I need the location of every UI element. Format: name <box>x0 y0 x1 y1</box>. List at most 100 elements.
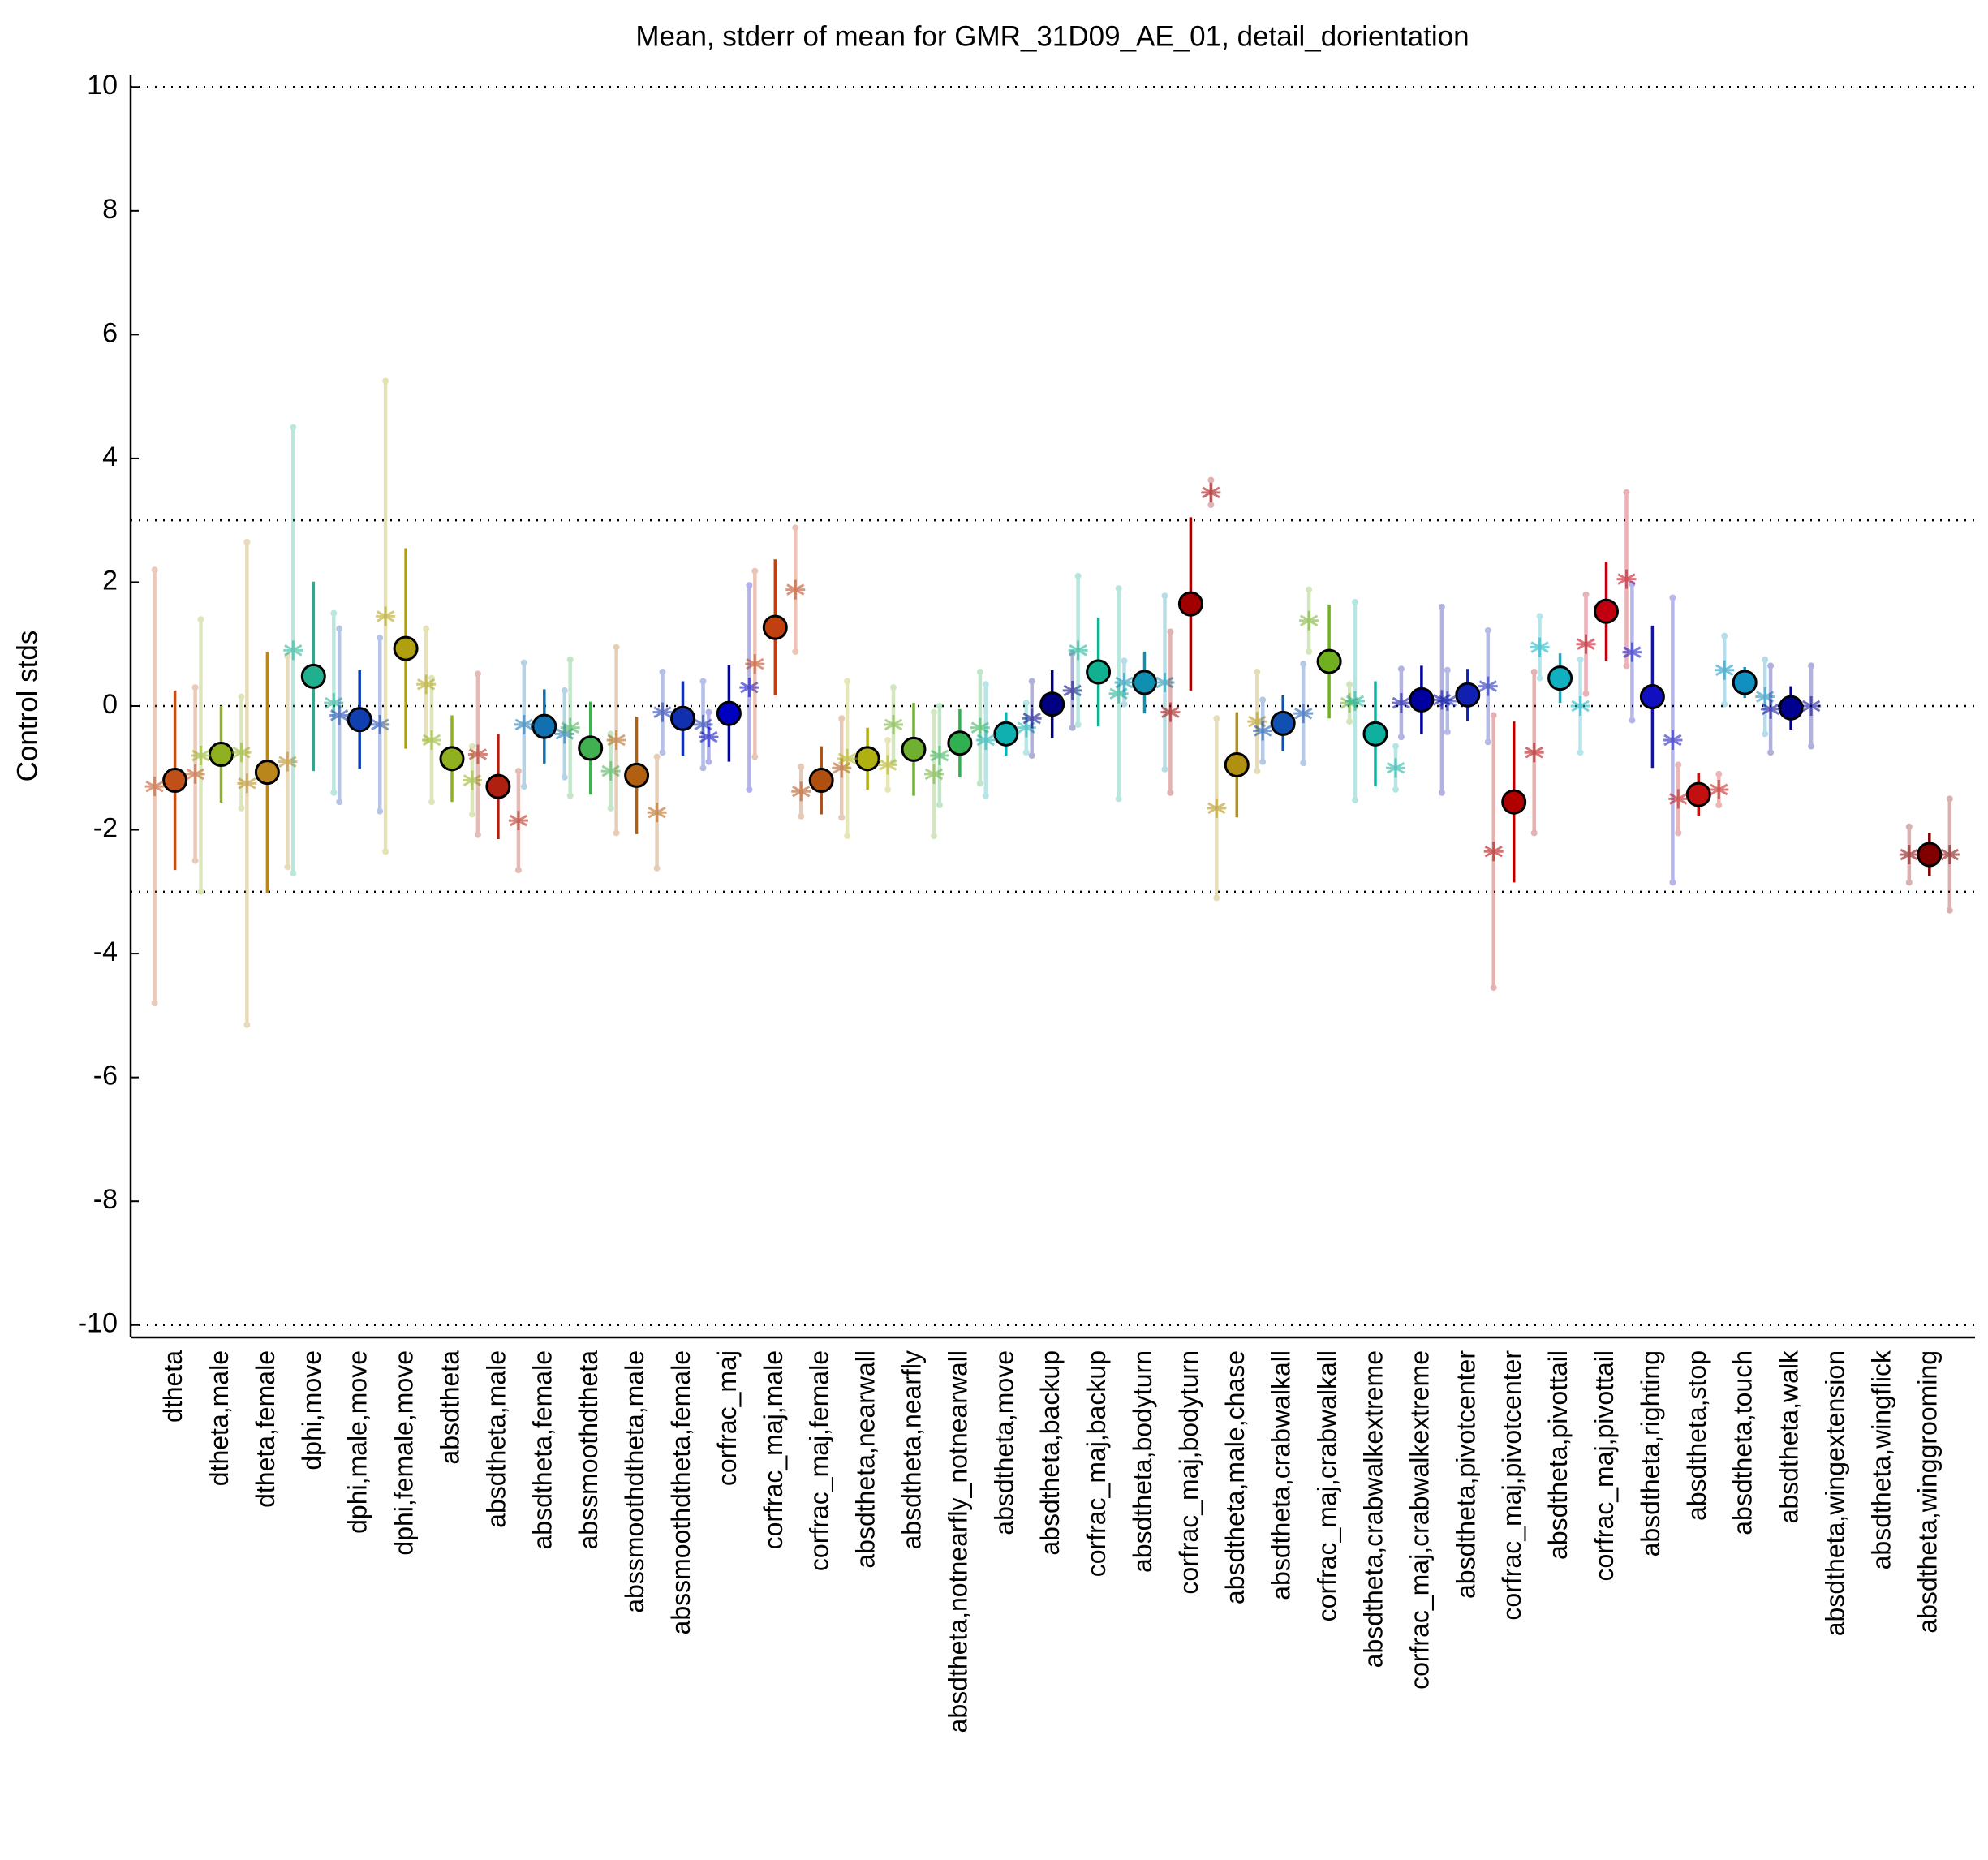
mean-marker <box>162 768 188 794</box>
faint-bar-end <box>1121 657 1128 665</box>
faint-bar-end <box>1346 681 1353 688</box>
faint-bar-end <box>1629 580 1636 588</box>
faint-bar-end <box>1438 789 1445 796</box>
mean-marker <box>578 735 604 761</box>
asterisk <box>329 705 350 725</box>
faint-bar-end <box>336 799 343 806</box>
mean-marker <box>1224 751 1250 777</box>
faint-bar-end <box>746 582 753 589</box>
asterisk <box>837 748 858 769</box>
mean-marker <box>1639 684 1665 710</box>
faint-bar-end <box>1715 770 1723 777</box>
asterisk <box>1345 691 1365 711</box>
mean-marker <box>624 762 650 788</box>
asterisk <box>1530 637 1550 657</box>
asterisk <box>1709 779 1729 799</box>
mean-marker <box>1917 842 1943 868</box>
x-tick-label: dphi,male,move <box>343 1350 372 1534</box>
faint-bar-end <box>1254 768 1261 775</box>
faint-bar-end <box>699 764 707 772</box>
faint-bar-end <box>1721 632 1728 639</box>
asterisk <box>652 702 673 722</box>
mean-marker <box>1132 670 1157 695</box>
faint-bar-end <box>838 814 846 821</box>
faint-bar-end <box>1028 678 1035 685</box>
x-tick-label: abssmoothdtheta <box>574 1350 603 1550</box>
asterisk <box>975 730 996 750</box>
asterisk <box>1437 691 1457 711</box>
faint-bar-end <box>1167 789 1174 796</box>
faint-bar-end <box>382 377 389 385</box>
faint-bar-end <box>1397 665 1405 673</box>
x-tick-label: absdtheta,male <box>481 1350 510 1528</box>
faint-bar-end <box>520 783 527 790</box>
faint-bar-end <box>1346 718 1353 725</box>
faint-bar-end <box>607 804 614 812</box>
mean-marker <box>439 746 465 772</box>
faint-bar-end <box>1808 662 1815 670</box>
asterisk <box>463 770 482 790</box>
asterisk <box>600 761 621 781</box>
faint-bar-end <box>1213 894 1220 902</box>
faint-bar-end <box>1161 592 1168 600</box>
faint-bar-end <box>290 424 297 431</box>
faint-bar-end <box>191 684 199 691</box>
asterisk <box>1391 693 1411 713</box>
faint-bar-end <box>566 792 574 799</box>
mean-marker <box>901 736 927 762</box>
asterisk <box>560 717 580 738</box>
faint-bar-end <box>1306 586 1313 593</box>
asterisk <box>1715 660 1735 680</box>
mean-marker <box>209 741 234 767</box>
mean-marker <box>1547 665 1573 691</box>
faint-bar-end <box>890 684 897 691</box>
x-tick-label: corfrac_maj,backup <box>1082 1350 1111 1577</box>
mean-marker <box>808 768 834 794</box>
asterisk <box>283 640 303 661</box>
x-tick-label: absdtheta,nearwall <box>851 1350 880 1569</box>
faint-bar-end <box>751 567 759 575</box>
mean-marker <box>993 721 1019 747</box>
faint-bar-end <box>659 749 666 756</box>
mean-marker <box>716 700 742 726</box>
faint-bar-end <box>1669 879 1676 886</box>
asterisk <box>237 773 257 794</box>
x-tick-label: absdtheta,notnearfly_notnearwall <box>943 1350 972 1733</box>
faint-bar-end <box>931 833 937 840</box>
x-tick-label: dtheta,female <box>251 1350 280 1508</box>
faint-bar-end <box>838 715 846 722</box>
mean-marker <box>1270 710 1296 736</box>
faint-bar-end <box>1577 749 1584 756</box>
x-tick-label: corfrac_maj,bodyturn <box>1174 1350 1203 1595</box>
faint-bar-end <box>976 669 983 676</box>
asterisk <box>370 714 390 734</box>
mean-marker <box>1362 721 1388 747</box>
asterisk <box>1062 680 1082 700</box>
asterisk <box>467 744 488 764</box>
y-tick-label: 0 <box>102 689 118 720</box>
asterisk <box>884 714 903 734</box>
asterisk <box>1155 673 1175 693</box>
faint-bar-end <box>1905 823 1913 830</box>
asterisk <box>1576 634 1596 654</box>
faint-bar-end <box>377 635 384 642</box>
x-tick-label: absdtheta,male,chase <box>1220 1350 1250 1604</box>
asterisk <box>514 714 534 734</box>
faint-bar-end <box>936 802 943 809</box>
faint-bar-end <box>1352 796 1358 803</box>
mean-marker <box>854 746 880 772</box>
asterisk <box>1201 482 1221 502</box>
faint-bar-end <box>1767 662 1775 670</box>
mean-marker <box>1316 648 1342 674</box>
y-tick-label: 8 <box>102 194 118 225</box>
asterisk <box>1114 673 1134 693</box>
faint-bar-end <box>976 780 983 787</box>
faint-bar-end <box>1675 761 1682 769</box>
faint-bar-end <box>1762 656 1769 663</box>
mean-marker <box>1455 682 1481 708</box>
mean-marker <box>254 760 280 786</box>
chart-title: Mean, stderr of mean for GMR_31D09_AE_01… <box>635 20 1469 52</box>
x-tick-label: absdtheta,walk <box>1775 1350 1804 1523</box>
faint-bar-end <box>699 678 707 685</box>
faint-bar-end <box>1629 717 1636 724</box>
